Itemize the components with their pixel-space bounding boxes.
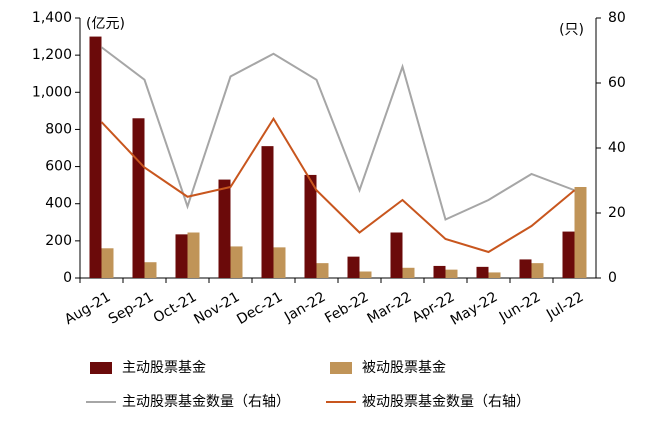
y-tick-label: 1,400 xyxy=(32,10,72,26)
line xyxy=(100,46,575,221)
bar xyxy=(519,259,532,278)
bar xyxy=(402,267,415,278)
bar xyxy=(390,232,403,278)
x-tick-label: Jul-22 xyxy=(543,289,586,323)
legend-label: 被动股票基金 xyxy=(362,359,446,376)
x-tick-label: Mar-22 xyxy=(365,289,415,327)
legend-label: 主动股票基金 xyxy=(122,359,206,376)
y-tick-label: 1,200 xyxy=(32,47,72,63)
y2-tick-label: 0 xyxy=(608,270,617,286)
line xyxy=(100,116,576,254)
bar xyxy=(144,262,157,278)
bar xyxy=(476,266,489,278)
bar xyxy=(89,36,102,279)
bar xyxy=(359,271,372,278)
legend-label: 主动股票基金数量（右轴） xyxy=(122,393,290,410)
bar xyxy=(261,146,274,278)
x-tick-label: Jun-22 xyxy=(496,289,544,326)
y2-tick-label: 20 xyxy=(608,205,626,221)
bar xyxy=(445,269,458,278)
bar xyxy=(132,118,145,279)
y-unit-label: (亿元) xyxy=(86,16,125,32)
x-tick-label: Nov-21 xyxy=(191,289,242,328)
y-tick-label: 800 xyxy=(45,121,72,137)
y-tick-label: 0 xyxy=(63,270,72,286)
y2-tick-label: 60 xyxy=(608,75,626,91)
bar xyxy=(101,248,114,278)
y2-tick-label: 40 xyxy=(608,140,626,156)
legend-label: 被动股票基金数量（右轴） xyxy=(362,393,530,410)
y-tick-label: 600 xyxy=(45,159,72,175)
bar xyxy=(433,265,446,278)
x-tick-label: Feb-22 xyxy=(322,289,371,327)
legend-swatch xyxy=(330,362,352,374)
x-tick-label: Oct-21 xyxy=(151,289,200,326)
legend-swatch xyxy=(90,362,112,374)
x-tick-label: Aug-21 xyxy=(62,289,113,328)
x-tick-label: Jan-22 xyxy=(281,289,328,326)
y-tick-label: 200 xyxy=(45,233,72,249)
bar xyxy=(273,247,286,278)
bar xyxy=(488,272,501,278)
bar xyxy=(347,256,360,278)
y-tick-label: 400 xyxy=(45,196,72,212)
x-tick-label: Dec-21 xyxy=(234,289,285,328)
x-tick-label: May-22 xyxy=(448,289,501,329)
bar xyxy=(316,263,329,278)
bar xyxy=(218,179,231,278)
bar xyxy=(574,187,587,278)
x-tick-label: Sep-21 xyxy=(106,289,157,327)
y2-unit-label: (只) xyxy=(559,22,584,38)
bar xyxy=(230,246,243,278)
y2-tick-label: 80 xyxy=(608,10,626,26)
bar xyxy=(531,263,544,278)
bar xyxy=(187,232,200,278)
bar xyxy=(175,234,188,278)
y-tick-label: 1,000 xyxy=(32,84,72,100)
bar xyxy=(304,174,317,278)
bar xyxy=(562,231,575,278)
